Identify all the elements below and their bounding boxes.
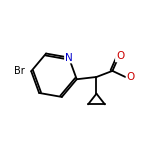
Text: O: O [116,51,124,61]
Text: O: O [127,72,135,82]
Text: N: N [65,53,73,62]
Text: Br: Br [14,66,25,76]
